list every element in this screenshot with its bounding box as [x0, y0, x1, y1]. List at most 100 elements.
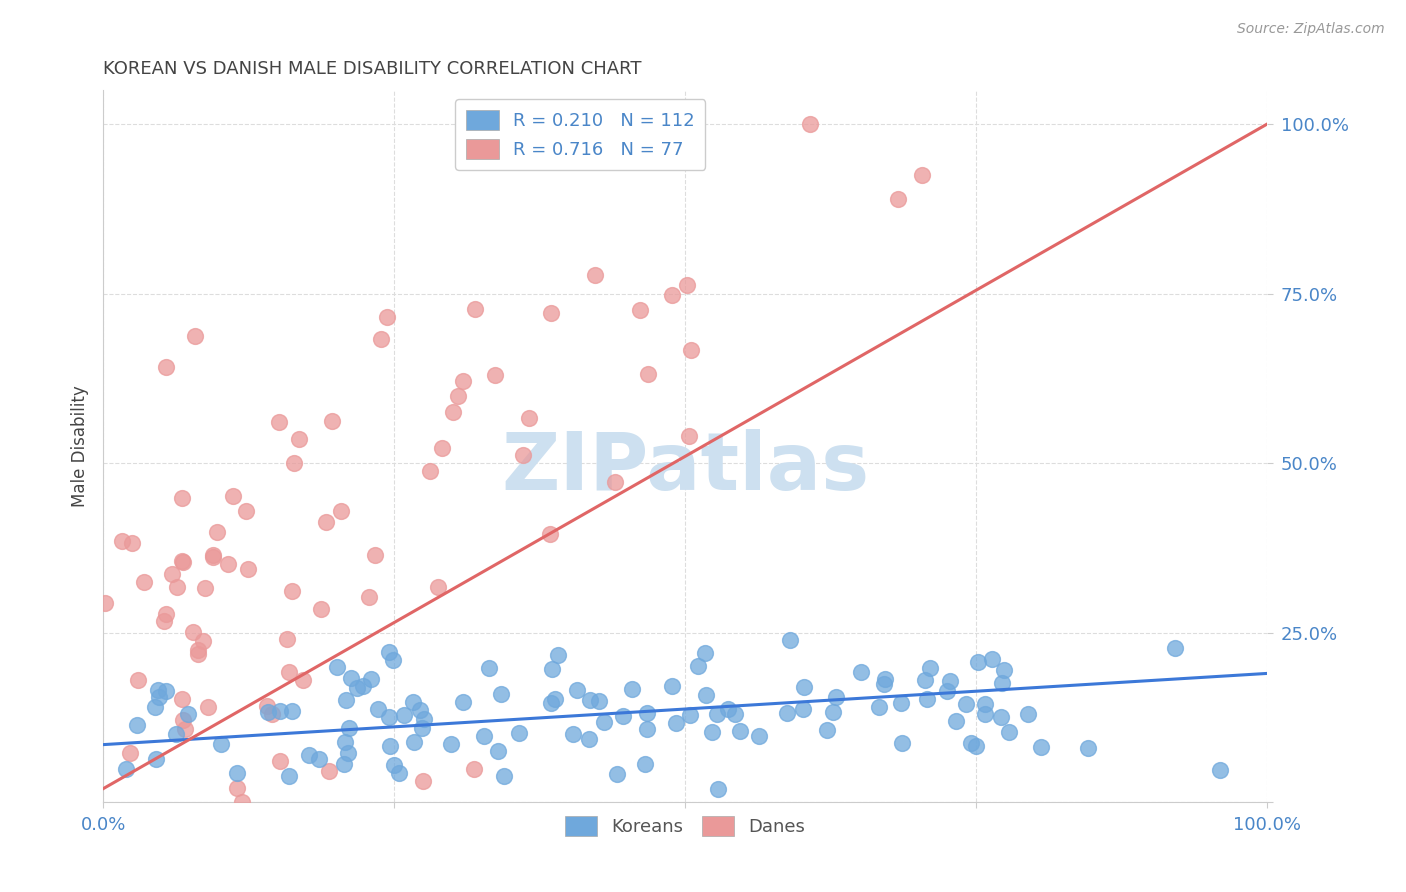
Point: [413, 712, 436, 726]
Point: [277, 769, 299, 783]
Point: [278, 665, 301, 679]
Point: [165, 727, 187, 741]
Point: [1208, 763, 1230, 777]
Point: [612, 709, 634, 723]
Point: [955, 697, 977, 711]
Point: [562, 727, 585, 741]
Point: [464, 302, 486, 317]
Point: [849, 665, 872, 680]
Point: [93, 596, 115, 610]
Point: [430, 442, 453, 456]
Point: [170, 554, 193, 568]
Point: [695, 688, 717, 702]
Point: [1164, 640, 1187, 655]
Point: [231, 795, 253, 809]
Point: [793, 680, 815, 694]
Point: [998, 724, 1021, 739]
Point: [472, 729, 495, 743]
Point: [512, 449, 534, 463]
Point: [1077, 741, 1099, 756]
Point: [779, 632, 801, 647]
Point: [226, 781, 249, 796]
Point: [679, 343, 702, 358]
Point: [360, 672, 382, 686]
Point: [315, 515, 337, 529]
Point: [889, 696, 911, 710]
Point: [402, 695, 425, 709]
Point: [873, 677, 896, 691]
Point: [364, 548, 387, 562]
Point: [132, 574, 155, 589]
Point: [606, 766, 628, 780]
Point: [914, 673, 936, 687]
Point: [382, 757, 405, 772]
Point: [426, 580, 449, 594]
Point: [724, 707, 747, 722]
Point: [392, 707, 415, 722]
Point: [593, 714, 616, 729]
Point: [111, 534, 134, 549]
Point: [412, 774, 434, 789]
Point: [172, 713, 194, 727]
Point: [678, 429, 700, 443]
Point: [636, 722, 658, 736]
Point: [439, 737, 461, 751]
Point: [665, 716, 688, 731]
Point: [148, 683, 170, 698]
Point: [453, 375, 475, 389]
Point: [226, 765, 249, 780]
Point: [333, 734, 356, 748]
Legend: Koreans, Danes: Koreans, Danes: [557, 809, 813, 843]
Point: [174, 722, 197, 736]
Text: KOREAN VS DANISH MALE DISABILITY CORRELATION CHART: KOREAN VS DANISH MALE DISABILITY CORRELA…: [103, 60, 641, 78]
Point: [730, 724, 752, 739]
Point: [541, 662, 564, 676]
Point: [717, 701, 740, 715]
Point: [915, 691, 938, 706]
Point: [155, 359, 177, 374]
Point: [799, 117, 821, 131]
Point: [628, 303, 651, 318]
Text: Source: ZipAtlas.com: Source: ZipAtlas.com: [1237, 22, 1385, 37]
Point: [588, 694, 610, 708]
Point: [378, 645, 401, 659]
Point: [346, 681, 368, 695]
Point: [661, 680, 683, 694]
Point: [235, 504, 257, 518]
Point: [375, 310, 398, 324]
Point: [492, 769, 515, 783]
Point: [329, 504, 352, 518]
Point: [825, 690, 848, 704]
Point: [675, 277, 697, 292]
Point: [288, 433, 311, 447]
Point: [283, 456, 305, 470]
Point: [661, 288, 683, 302]
Point: [153, 614, 176, 628]
Point: [679, 707, 702, 722]
Point: [974, 697, 997, 711]
Point: [990, 710, 1012, 724]
Point: [281, 704, 304, 718]
Point: [382, 653, 405, 667]
Point: [993, 664, 1015, 678]
Point: [155, 607, 177, 621]
Point: [579, 693, 602, 707]
Point: [370, 332, 392, 346]
Point: [298, 748, 321, 763]
Point: [281, 583, 304, 598]
Point: [197, 699, 219, 714]
Point: [688, 659, 710, 673]
Point: [544, 691, 567, 706]
Point: [693, 646, 716, 660]
Point: [488, 744, 510, 758]
Point: [792, 702, 814, 716]
Point: [184, 328, 207, 343]
Point: [935, 683, 957, 698]
Point: [565, 683, 588, 698]
Point: [886, 192, 908, 206]
Point: [121, 535, 143, 549]
Point: [540, 697, 562, 711]
Point: [127, 673, 149, 688]
Point: [326, 660, 349, 674]
Point: [337, 746, 360, 760]
